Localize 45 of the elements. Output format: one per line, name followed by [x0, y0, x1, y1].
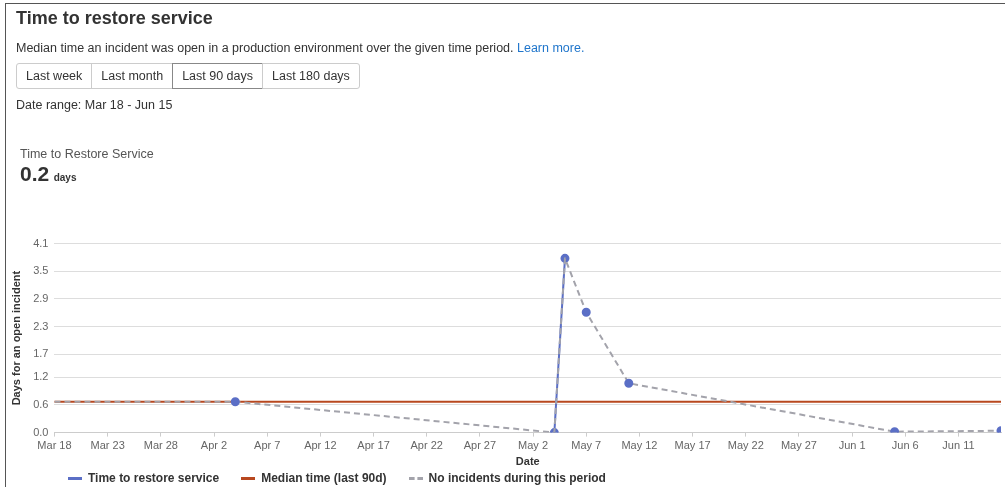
period-button[interactable]: Last 180 days [262, 63, 360, 89]
x-tick-label: Apr 2 [200, 439, 228, 452]
y-tick-label: 1.7 [33, 347, 49, 360]
x-tick-label: Mar 28 [143, 439, 178, 452]
x-tick-label: Mar 18 [37, 439, 72, 452]
x-tick-label: May 2 [518, 439, 549, 452]
point [230, 397, 240, 407]
y-axis-title: Days for an open incident [9, 270, 22, 406]
x-tick-label: Jun 6 [891, 439, 919, 452]
period-button[interactable]: Last week [16, 63, 93, 89]
legend-label: No incidents during this period [428, 471, 606, 485]
legend-label: Time to restore service [88, 471, 220, 485]
y-tick-label: 3.5 [33, 264, 49, 277]
x-tick-label: Jun 11 [942, 439, 975, 452]
period-button[interactable]: Last 90 days [172, 63, 263, 89]
x-tick-label: May 7 [571, 439, 602, 452]
text: Learn more. [517, 41, 585, 55]
y-tick-label: 2.9 [33, 291, 49, 304]
chart-title: Time to restore service [16, 8, 213, 29]
x-tick-label: Apr 7 [254, 439, 281, 452]
legend-label: Median time (last 90d) [261, 471, 387, 485]
x-tick-label: May 12 [621, 439, 658, 452]
x-tick-label: May 27 [780, 439, 817, 452]
x-tick-label: Mar 23 [90, 439, 125, 452]
x-tick-label: Apr 17 [357, 439, 390, 452]
x-tick-label: May 22 [727, 439, 764, 452]
x-tick-label: Jun 1 [838, 439, 866, 452]
text: Date range: Mar 18 - Jun 15 [16, 98, 173, 112]
y-tick-label: 2.3 [33, 319, 49, 332]
x-tick-label: Apr 27 [463, 439, 497, 452]
text: 0.2 [20, 162, 50, 185]
y-tick-label: 4.1 [33, 236, 49, 249]
x-tick-label: Apr 12 [304, 439, 337, 452]
x-tick-label: Apr 22 [410, 439, 443, 452]
text: Time to Restore Service [20, 147, 154, 161]
y-tick-label: 0.6 [33, 397, 49, 410]
y-tick-label: 1.2 [33, 370, 49, 383]
period-button[interactable]: Last month [91, 63, 174, 89]
text: days [53, 172, 77, 183]
chart-subtitle: Median time an incident was open in a production environment over the given time period. [16, 41, 514, 55]
x-tick-label: May 17 [674, 439, 711, 452]
y-tick-label: 0.0 [33, 425, 49, 438]
point [624, 378, 634, 388]
point [581, 307, 591, 317]
x-axis-title: Date [515, 455, 540, 468]
